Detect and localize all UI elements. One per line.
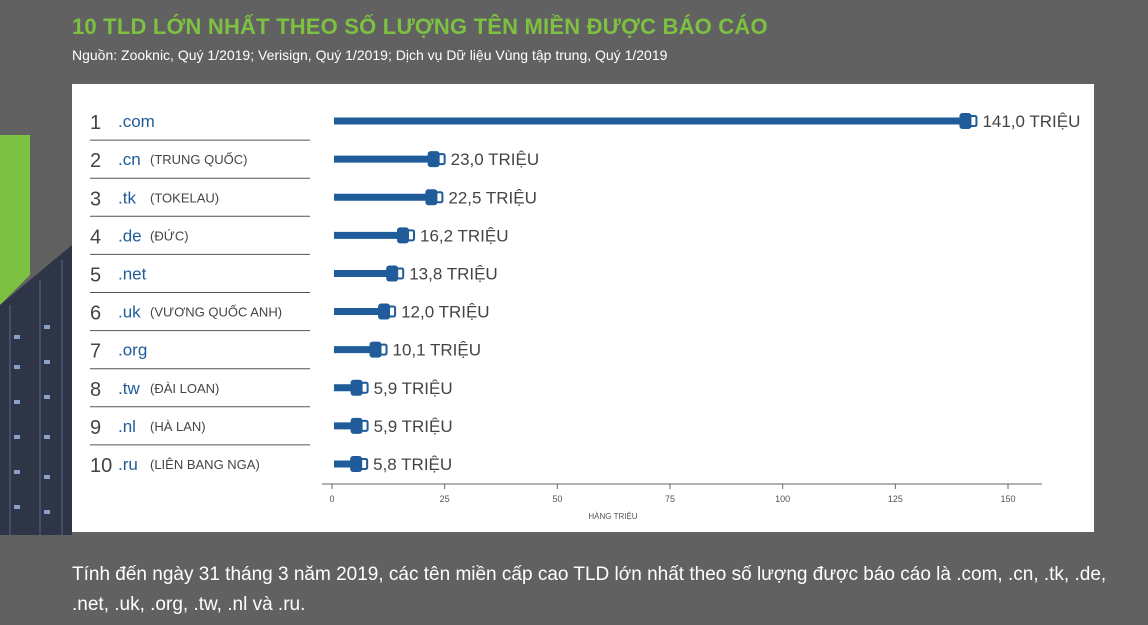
bar-plug <box>378 303 391 320</box>
x-tick-label: 100 <box>775 494 790 504</box>
bar-plug-tip <box>360 419 369 432</box>
country-label: (ĐỨC) <box>150 228 189 243</box>
value-label: 5,9 TRIỆU <box>374 417 453 436</box>
rank-label: 10 <box>90 455 112 477</box>
rank-label: 7 <box>90 341 101 363</box>
tld-label: .tk <box>118 188 136 207</box>
bar-plug <box>959 113 972 130</box>
value-label: 10,1 TRIỆU <box>393 341 482 360</box>
rank-label: 2 <box>90 150 101 172</box>
value-label: 23,0 TRIỆU <box>451 150 540 169</box>
tld-label: .ru <box>118 455 138 474</box>
rank-label: 4 <box>90 226 101 248</box>
tld-label: .org <box>118 341 147 360</box>
x-axis-label: HÀNG TRIỆU <box>588 512 637 521</box>
x-tick-label: 125 <box>888 494 903 504</box>
value-label: 141,0 TRIỆU <box>982 112 1080 131</box>
rank-label: 8 <box>90 379 101 401</box>
bar-plug-tip <box>969 115 978 128</box>
tld-label: .cn <box>118 150 141 169</box>
value-label: 5,8 TRIỆU <box>373 455 452 474</box>
rank-label: 5 <box>90 264 101 286</box>
country-label: (VƯƠNG QUỐC ANH) <box>150 305 282 320</box>
country-label: (HÀ LAN) <box>150 419 206 434</box>
rank-label: 6 <box>90 303 101 325</box>
tld-label: .nl <box>118 417 136 436</box>
tld-label: .uk <box>118 303 141 322</box>
value-label: 22,5 TRIỆU <box>448 188 537 207</box>
bar-plug <box>350 417 363 434</box>
value-label: 16,2 TRIỆU <box>420 226 509 245</box>
x-tick-label: 0 <box>329 494 334 504</box>
country-label: (ĐÀI LOAN) <box>150 381 219 396</box>
bar-plug <box>427 151 440 168</box>
rank-label: 9 <box>90 417 101 439</box>
x-tick-label: 75 <box>665 494 675 504</box>
value-label: 13,8 TRIỆU <box>409 264 498 283</box>
country-label: (TOKELAU) <box>150 190 219 205</box>
tld-label: .net <box>118 264 147 283</box>
bar-plug-tip <box>360 381 369 394</box>
bar-plug <box>369 341 382 358</box>
bar-plug-tip <box>360 457 369 470</box>
bar-plug <box>397 227 410 244</box>
bar-chart: 1 .com 141,0 TRIỆU 2 .cn (TRUNG QUỐC) 23,0 TRI… <box>90 112 1080 521</box>
tld-label: .de <box>118 226 142 245</box>
bar-plug <box>350 379 363 396</box>
country-label: (TRUNG QUỐC) <box>150 152 248 167</box>
value-label: 5,9 TRIỆU <box>374 379 453 398</box>
value-label: 12,0 TRIỆU <box>401 303 490 322</box>
bar-plug-tip <box>407 229 416 242</box>
bar-plug-tip <box>379 343 388 356</box>
tld-label: .com <box>118 112 155 131</box>
tld-label: .tw <box>118 379 140 398</box>
bar-plug-tip <box>435 191 444 204</box>
x-tick-label: 150 <box>1000 494 1015 504</box>
server-rack-decoration <box>0 135 72 535</box>
bar-plug-tip <box>437 153 446 166</box>
bar-plug <box>350 455 363 472</box>
chart-caption: Tính đến ngày 31 tháng 3 năm 2019, các t… <box>72 564 1107 615</box>
rank-label: 1 <box>90 112 101 134</box>
rank-label: 3 <box>90 188 101 210</box>
x-tick-label: 50 <box>552 494 562 504</box>
country-label: (LIÊN BANG NGA) <box>150 457 260 472</box>
chart-title: 10 TLD LỚN NHẤT THEO SỐ LƯỢNG TÊN MIỀN Đ… <box>72 14 768 39</box>
chart-source: Nguồn: Zooknic, Quý 1/2019; Verisign, Qu… <box>72 47 668 63</box>
bar-plug <box>386 265 399 282</box>
chart-panel: 1 .com 141,0 TRIỆU 2 .cn (TRUNG QUỐC) 23,0 TRI… <box>72 84 1094 532</box>
x-tick-label: 25 <box>440 494 450 504</box>
bar-plug <box>425 189 438 206</box>
bar-plug-tip <box>396 267 405 280</box>
bar-plug-tip <box>388 305 397 318</box>
